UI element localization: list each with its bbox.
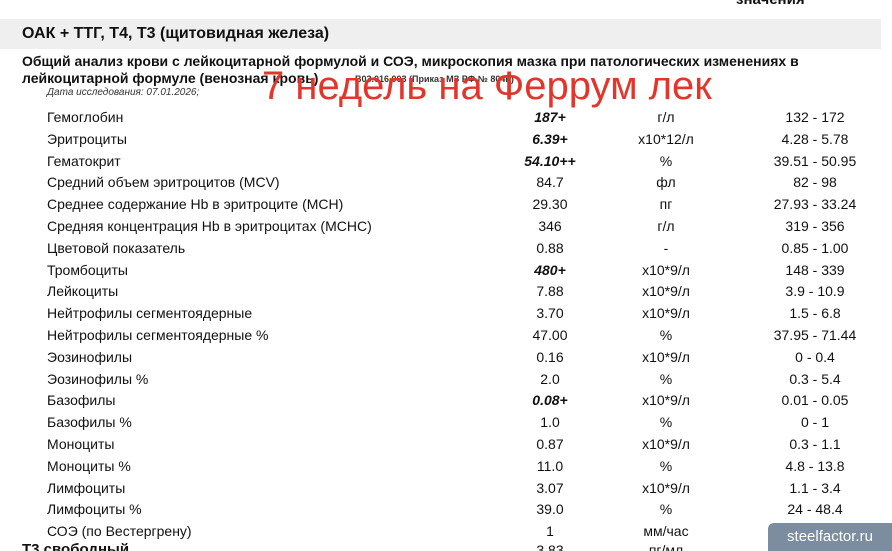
date: Дата исследования: 07.01.2026; xyxy=(47,87,200,98)
test-name: Эозинофилы xyxy=(47,348,133,365)
test-unit: % xyxy=(659,327,673,343)
reference-range: 1.5 - 6.8 xyxy=(789,305,841,322)
test-unit: x10*12/л xyxy=(638,130,694,147)
test-name: Лейкоциты xyxy=(47,283,119,300)
test-name: Цветовой показатель xyxy=(47,239,186,256)
test-name: Среднее содержание Hb в эритроците (MCH) xyxy=(47,196,344,213)
test-name: СОЭ (по Вестергрену) xyxy=(47,523,192,540)
reference-range: 24 - 48.4 xyxy=(787,501,843,518)
test-value: 187+ xyxy=(534,109,566,125)
test-name: Базофилы xyxy=(47,392,116,409)
reference-range: 0.3 - 5.4 xyxy=(789,370,841,387)
column-header: значения xyxy=(736,0,805,8)
test-name: Лимфоциты xyxy=(47,479,126,496)
reference-range: 27.93 - 33.24 xyxy=(773,196,857,213)
test-value: 480+ xyxy=(534,261,566,278)
test-unit: мм/час xyxy=(643,523,689,540)
test-unit: x10*9/л xyxy=(642,392,690,409)
test-name: Лимфоциты % xyxy=(47,501,142,518)
test-unit: % xyxy=(659,501,673,518)
reference-range: 4.8 - 13.8 xyxy=(785,457,845,474)
reference-range: 1.1 - 3.4 xyxy=(789,479,841,496)
test-unit: x10*9/л xyxy=(642,283,690,300)
reference-range: 3.9 - 10.9 xyxy=(785,283,845,300)
test-name: Тромбоциты xyxy=(47,261,128,278)
reference-range: 82 - 98 xyxy=(793,174,837,191)
reference-range: 4.28 - 5.78 xyxy=(781,130,849,147)
test-name: Гематокрит xyxy=(47,152,121,169)
reference-range: 39.51 - 50.95 xyxy=(773,152,857,169)
test-unit: x10*9/л xyxy=(642,348,690,365)
test-unit: пг xyxy=(659,196,673,213)
test-value: 84.7 xyxy=(536,174,564,191)
test-value: 2.0 xyxy=(540,370,560,387)
test-unit: пг/мл xyxy=(648,542,684,551)
test-name: Нейтрофилы сегментоядерные % xyxy=(47,327,269,343)
test-unit: % xyxy=(659,152,673,169)
test-value: 0.87 xyxy=(536,436,564,452)
test-name: Средний объем эритроцитов (MCV) xyxy=(47,174,280,191)
test-name: Моноциты % xyxy=(47,457,131,474)
watermark: steelfactor.ru xyxy=(768,523,892,551)
reference-range: 0 - 1 xyxy=(800,414,829,431)
reference-range: 148 - 339 xyxy=(785,261,845,278)
test-value: 29.30 xyxy=(532,196,568,213)
test-code: В03.016.003 (Приказ МЗ РФ № 804н) xyxy=(355,74,514,84)
test-title: Общий анализ крови с лейкоцитарной форму… xyxy=(22,53,799,69)
test-value: 54.10++ xyxy=(524,152,576,169)
reference-range: 0.01 - 0.05 xyxy=(781,392,849,409)
test-value: 39.0 xyxy=(536,501,564,518)
overlay-note: 7 недель на Феррум лек xyxy=(262,64,712,108)
test-value: 0.88 xyxy=(536,239,564,256)
test-name: Эритроциты xyxy=(47,130,127,147)
test-unit: x10*9/л xyxy=(642,436,690,452)
test-value: 6.39+ xyxy=(532,130,568,147)
test-unit: г/л xyxy=(657,109,675,125)
test-unit: - xyxy=(663,239,669,256)
test-value: 3.07 xyxy=(536,479,564,496)
reference-range: 0.3 - 1.1 xyxy=(789,436,841,452)
test-name: Базофилы % xyxy=(47,414,132,431)
test-name: Т3 свободный xyxy=(22,541,130,551)
header-bar xyxy=(0,19,881,49)
reference-range: 0 - 0.4 xyxy=(795,348,835,365)
section-title: ОАК + ТТГ, Т4, Т3 (щитовидная железа) xyxy=(22,25,330,42)
test-value: 3.70 xyxy=(536,305,564,322)
test-unit: x10*9/л xyxy=(642,261,690,278)
test-name: Моноциты xyxy=(47,436,115,452)
test-unit: % xyxy=(659,457,673,474)
test-unit: x10*9/л xyxy=(642,479,690,496)
test-unit: % xyxy=(659,414,673,431)
test-value: 3.83 xyxy=(536,542,564,551)
test-value: 1.0 xyxy=(540,414,560,431)
test-name: Нейтрофилы сегментоядерные xyxy=(47,305,253,322)
test-unit: г/л xyxy=(657,218,675,234)
reference-range: 132 - 172 xyxy=(785,109,845,125)
test-value: 47.00 xyxy=(532,327,568,343)
test-name: Гемоглобин xyxy=(47,109,124,125)
reference-range: 319 - 356 xyxy=(785,218,845,234)
test-value: 1 xyxy=(546,523,554,540)
test-value: 346 xyxy=(538,218,562,234)
test-unit: x10*9/л xyxy=(642,305,690,322)
reference-range: 0.85 - 1.00 xyxy=(781,239,849,256)
test-unit: % xyxy=(659,370,673,387)
test-name: Эозинофилы % xyxy=(47,370,149,387)
test-value: 7.88 xyxy=(536,283,564,300)
test-unit: фл xyxy=(656,174,676,191)
test-value: 0.08+ xyxy=(532,392,568,409)
test-value: 11.0 xyxy=(536,457,564,474)
reference-range: 37.95 - 71.44 xyxy=(773,327,857,343)
test-name: Средняя концентрация Hb в эритроцитах (M… xyxy=(47,218,372,234)
test-value: 0.16 xyxy=(536,348,564,365)
test-title: лейкоцитарной формуле (венозная кровь) xyxy=(22,70,319,86)
